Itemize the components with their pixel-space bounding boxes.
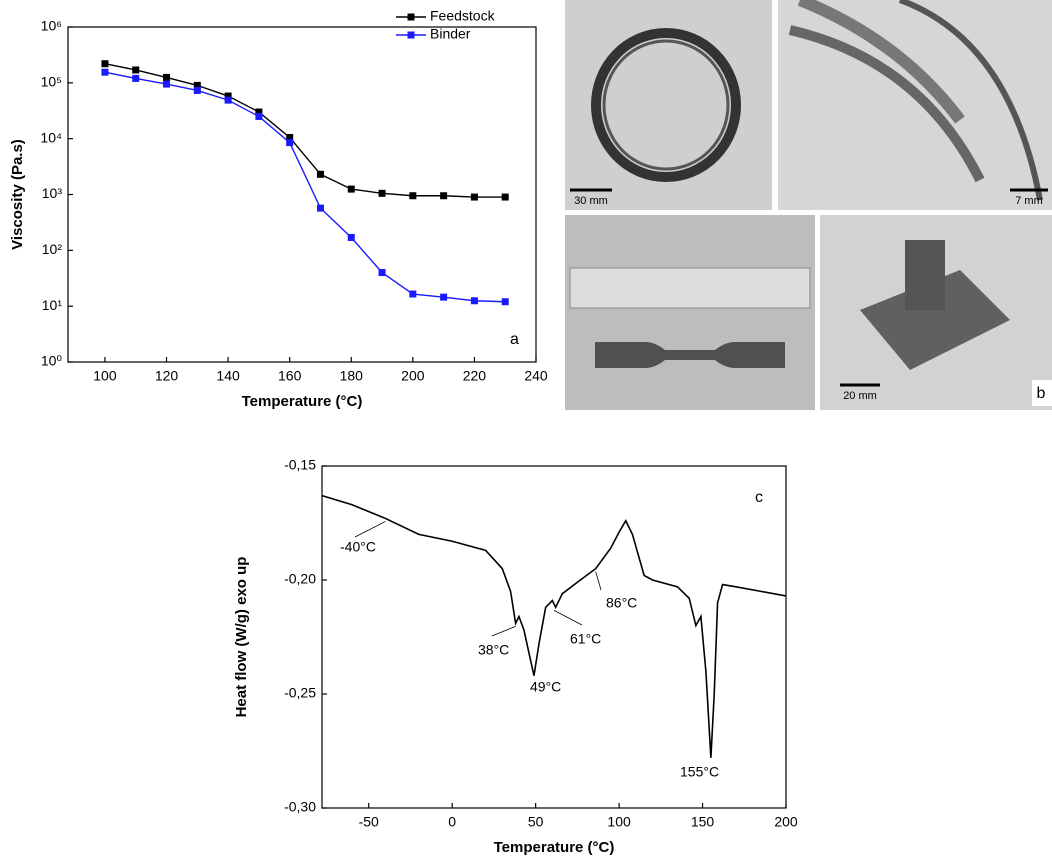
scale-bar-label: 7 mm bbox=[1015, 195, 1043, 207]
x-tick-label: 220 bbox=[463, 368, 487, 384]
series-line bbox=[322, 496, 786, 758]
x-tick-label: 200 bbox=[401, 368, 425, 384]
panel-label: b bbox=[1037, 385, 1046, 402]
annotation: -40°C bbox=[340, 539, 376, 555]
data-point bbox=[409, 192, 416, 199]
x-tick-label: 200 bbox=[774, 814, 798, 830]
y-tick-label: 10² bbox=[42, 241, 63, 257]
data-point bbox=[379, 190, 386, 197]
data-point bbox=[471, 194, 478, 201]
x-axis-title: Temperature (°C) bbox=[242, 393, 363, 410]
photo-caliper bbox=[565, 215, 815, 410]
figure: 30 mm 7 mm 20 mm b 100 120 140 160 180 200 220… bbox=[0, 0, 1052, 866]
data-point bbox=[132, 66, 139, 73]
data-point bbox=[317, 205, 324, 212]
y-tick-label: -0,30 bbox=[284, 799, 316, 815]
y-tick-label: 10³ bbox=[42, 185, 63, 201]
annotation-leader bbox=[596, 572, 601, 590]
annotation: 86°C bbox=[606, 595, 637, 611]
photo-panel: 30 mm 7 mm 20 mm b bbox=[565, 0, 1052, 410]
panel-label: c bbox=[755, 489, 763, 506]
annotation-leader bbox=[554, 610, 582, 625]
y-tick-label: 10⁵ bbox=[41, 74, 62, 90]
annotation: 49°C bbox=[530, 679, 561, 695]
legend-label: Binder bbox=[430, 26, 471, 42]
data-point bbox=[502, 194, 509, 201]
legend-marker bbox=[408, 14, 415, 21]
panel-label: a bbox=[510, 331, 519, 348]
data-point bbox=[471, 297, 478, 304]
y-tick-label: 10⁶ bbox=[41, 18, 62, 34]
y-axis-title: Heat flow (W/g) exo up bbox=[233, 557, 250, 718]
x-tick-label: 180 bbox=[340, 368, 364, 384]
data-point bbox=[440, 192, 447, 199]
x-tick-label: 0 bbox=[448, 814, 456, 830]
annotation-leader bbox=[492, 626, 516, 636]
data-point bbox=[163, 81, 170, 88]
annotation-leader bbox=[355, 521, 385, 537]
data-point bbox=[132, 75, 139, 82]
x-tick-label: 140 bbox=[216, 368, 240, 384]
y-tick-label: -0,20 bbox=[284, 571, 316, 587]
series-line bbox=[105, 72, 505, 302]
x-axis-title: Temperature (°C) bbox=[494, 839, 615, 856]
x-tick-label: 150 bbox=[691, 814, 715, 830]
y-tick-label: 10¹ bbox=[42, 297, 63, 313]
x-tick-label: 120 bbox=[155, 368, 179, 384]
data-point bbox=[255, 113, 262, 120]
x-tick-label: -50 bbox=[359, 814, 379, 830]
data-point bbox=[225, 97, 232, 104]
scale-bar-label: 20 mm bbox=[843, 390, 877, 402]
y-tick-label: -0,15 bbox=[284, 457, 316, 473]
data-point bbox=[409, 291, 416, 298]
annotation: 38°C bbox=[478, 642, 509, 658]
y-tick-label: 10⁰ bbox=[41, 353, 63, 369]
data-point bbox=[317, 171, 324, 178]
data-point bbox=[101, 69, 108, 76]
data-point bbox=[101, 60, 108, 67]
x-tick-label: 100 bbox=[607, 814, 631, 830]
x-tick-label: 100 bbox=[93, 368, 117, 384]
printed-part bbox=[905, 240, 945, 310]
legend-marker bbox=[408, 32, 415, 39]
caliper bbox=[570, 268, 810, 308]
data-point bbox=[379, 269, 386, 276]
data-point bbox=[286, 139, 293, 146]
data-point bbox=[194, 87, 201, 94]
data-point bbox=[502, 298, 509, 305]
y-axis-title: Viscosity (Pa.s) bbox=[9, 139, 26, 250]
x-tick-label: 160 bbox=[278, 368, 302, 384]
data-point bbox=[348, 186, 355, 193]
data-point bbox=[163, 74, 170, 81]
y-tick-label: 10⁴ bbox=[40, 129, 62, 145]
data-point bbox=[440, 294, 447, 301]
legend-label: Feedstock bbox=[430, 8, 496, 24]
x-tick-label: 50 bbox=[528, 814, 544, 830]
annotation: 61°C bbox=[570, 631, 601, 647]
y-tick-label: -0,25 bbox=[284, 685, 316, 701]
annotation: 155°C bbox=[680, 764, 719, 780]
x-tick-label: 240 bbox=[524, 368, 548, 384]
data-point bbox=[348, 234, 355, 241]
scale-bar-label: 30 mm bbox=[574, 195, 608, 207]
